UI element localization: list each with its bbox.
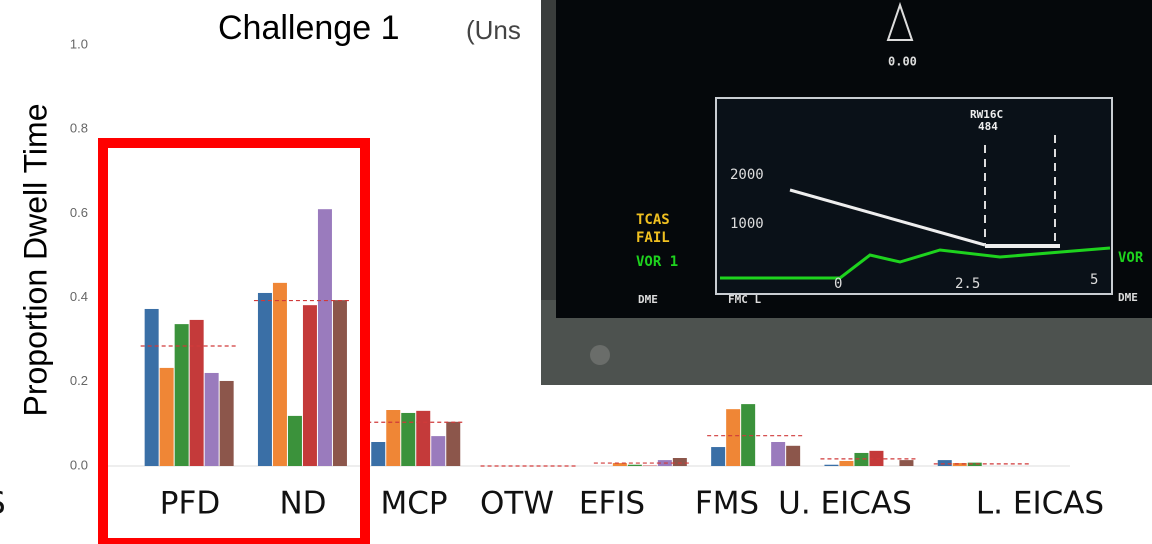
photo-text: FMC L — [728, 293, 761, 306]
bar — [446, 421, 461, 466]
bar — [287, 415, 302, 466]
bar — [711, 447, 726, 466]
aircraft-symbol — [886, 1, 914, 41]
x-tick-label: FMS — [695, 486, 759, 522]
cockpit-photo: TCAS FAIL VOR 1 DME FMC L RW16C 484 2000… — [541, 0, 1152, 385]
bar — [257, 292, 272, 466]
bar — [854, 452, 869, 466]
photo-text: 0.00 — [888, 55, 917, 69]
photo-text: RW16C — [970, 108, 1003, 121]
bar — [431, 436, 446, 466]
y-tick-label: 0.4 — [70, 289, 88, 304]
bar — [189, 319, 204, 466]
highlight-box — [98, 138, 370, 544]
flight-path — [789, 188, 986, 247]
terrain — [720, 246, 1111, 280]
bar — [159, 367, 174, 466]
photo-text: TCAS — [636, 212, 670, 228]
x-tick-label: U. EICAS — [778, 486, 912, 522]
bar — [219, 380, 234, 466]
x-tick-label: ND — [279, 486, 326, 522]
bar — [839, 460, 854, 466]
x-tick-label: L. EICAS — [976, 486, 1104, 522]
x-tick-label: EFIS — [579, 486, 645, 522]
bar — [672, 458, 687, 466]
cropped-label: S — [0, 486, 6, 522]
x-tick-label: PFD — [160, 486, 220, 522]
bar — [371, 442, 386, 466]
vsd-window — [715, 97, 1113, 295]
bar — [332, 300, 347, 466]
photo-text: VOR — [1118, 250, 1144, 266]
chart-title: Challenge 1 — [218, 9, 399, 47]
y-tick-label: 0.2 — [70, 373, 88, 388]
x-tick-label: MCP — [380, 486, 447, 522]
photo-text: 2.5 — [955, 276, 980, 292]
bar — [317, 209, 332, 466]
bar — [967, 462, 982, 466]
bar — [416, 410, 431, 466]
bar — [386, 410, 401, 466]
bar — [144, 308, 159, 466]
photo-text: 5 — [1090, 272, 1098, 288]
photo-text: 484 — [978, 120, 998, 133]
y-tick-label: 0.6 — [70, 205, 88, 220]
chart-subtitle: (Uns — [466, 15, 521, 45]
knob — [590, 345, 610, 365]
bar — [771, 442, 786, 466]
bar — [741, 404, 756, 466]
bar — [899, 460, 914, 466]
photo-text: FAIL — [636, 230, 670, 246]
y-axis-label: Proportion Dwell Time — [17, 104, 53, 417]
bar — [302, 305, 317, 466]
y-tick-label: 1.0 — [70, 36, 88, 51]
y-tick-label: 0.8 — [70, 121, 88, 136]
photo-text: DME — [638, 293, 658, 306]
photo-text: VOR 1 — [636, 254, 678, 270]
bar — [401, 412, 416, 466]
y-tick-label: 0.0 — [70, 457, 88, 472]
bar — [272, 282, 287, 466]
bar — [824, 464, 839, 466]
photo-text: DME — [1118, 291, 1138, 304]
x-tick-label: OTW — [480, 486, 554, 522]
bar — [786, 445, 801, 466]
photo-text: 2000 — [730, 167, 764, 183]
bar — [612, 463, 627, 466]
photo-text: 0 — [834, 276, 842, 292]
photo-text: 1000 — [730, 216, 764, 232]
bar — [726, 409, 741, 466]
bar — [627, 464, 642, 466]
bar — [937, 460, 952, 466]
bar — [174, 324, 189, 466]
bar — [952, 463, 967, 466]
bar — [204, 372, 219, 466]
